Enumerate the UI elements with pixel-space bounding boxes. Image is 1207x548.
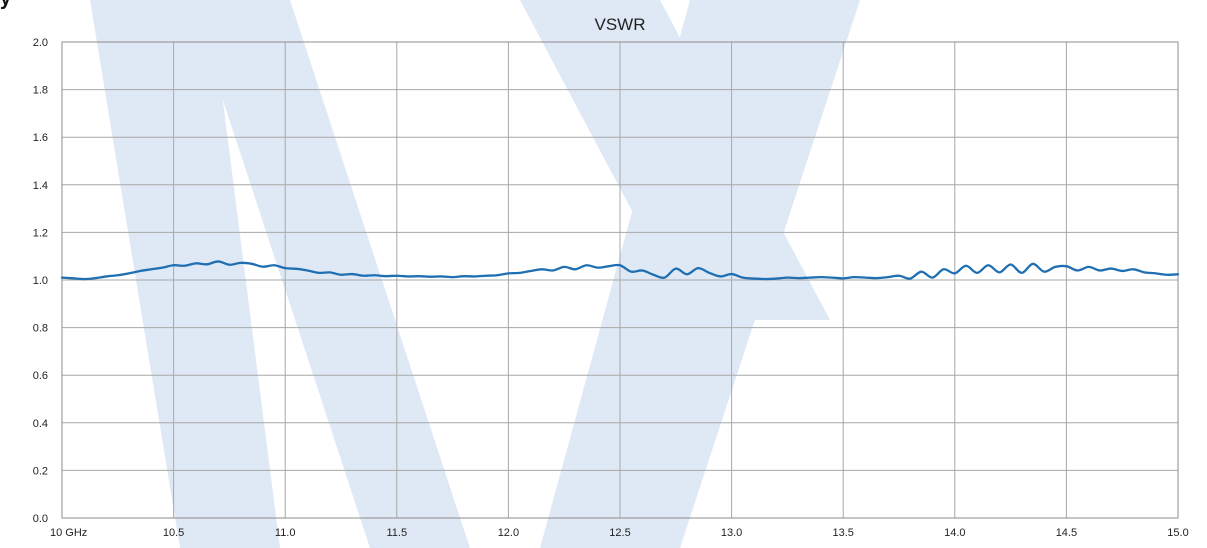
page-top-label: y [0,0,11,11]
y-tick-label: 1.4 [33,180,48,192]
x-tick-label: 10.5 [163,527,184,539]
x-tick-labels: 10 GHz 10.5 11.0 11.5 12.0 12.5 13.0 13.5 14.0 14… [50,527,1189,539]
vswr-series-line [60,260,1180,281]
y-tick-label: 1.0 [33,275,48,287]
y-tick-label: 0.2 [33,465,48,477]
y-tick-label: 0.0 [33,513,48,525]
watermark-logo [90,0,860,548]
x-tick-label: 15.0 [1167,527,1188,539]
chart-title: VSWR [595,15,646,34]
y-tick-label: 1.8 [33,85,48,97]
x-tick-label: 14.5 [1056,527,1077,539]
y-tick-label: 0.6 [33,370,48,382]
y-tick-labels: 0.0 0.2 0.4 0.6 0.8 1.0 1.2 1.4 1.6 1.8 2.0 [33,37,48,525]
x-tick-label: 14.0 [944,527,965,539]
plot-area-frame [61,41,1179,519]
y-tick-label: 0.8 [33,323,48,335]
x-tick-label: 10 GHz [50,527,87,539]
y-tick-label: 0.4 [33,418,48,430]
x-tick-label: 11.0 [275,527,296,539]
x-tick-label: 13.0 [721,527,742,539]
y-tick-label: 2.0 [33,37,48,49]
y-tick-label: 1.2 [33,227,48,239]
x-tick-label: 13.5 [832,527,853,539]
x-tick-label: 11.5 [387,527,408,539]
y-tick-label: 1.6 [33,132,48,144]
x-tick-label: 12.0 [498,527,519,539]
x-tick-label: 12.5 [609,527,630,539]
